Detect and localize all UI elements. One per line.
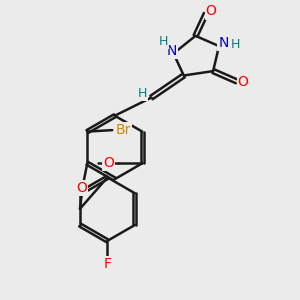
Text: H: H: [158, 34, 168, 48]
Text: O: O: [103, 156, 114, 170]
Text: O: O: [76, 181, 87, 195]
Text: O: O: [206, 4, 217, 19]
Text: H: H: [137, 87, 147, 100]
Text: H: H: [230, 38, 240, 51]
Text: N: N: [218, 36, 229, 50]
Text: O: O: [238, 75, 248, 89]
Text: Br: Br: [116, 123, 131, 137]
Text: F: F: [103, 257, 111, 271]
Text: N: N: [167, 44, 177, 58]
